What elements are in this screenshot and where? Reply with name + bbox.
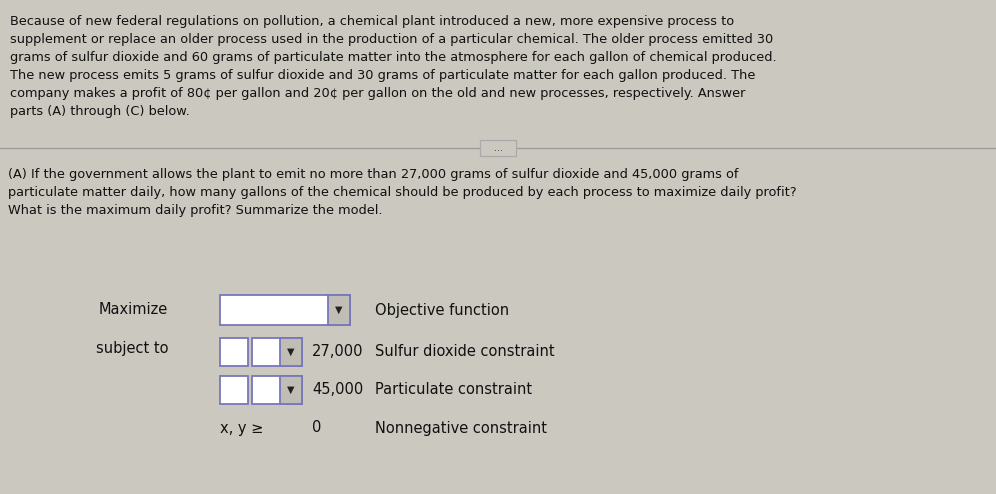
Text: 27,000: 27,000 <box>312 344 364 360</box>
Text: Particulate constraint: Particulate constraint <box>375 382 532 398</box>
Text: grams of sulfur dioxide and 60 grams of particulate matter into the atmosphere f: grams of sulfur dioxide and 60 grams of … <box>10 51 777 64</box>
Text: supplement or replace an older process used in the production of a particular ch: supplement or replace an older process u… <box>10 33 773 46</box>
Bar <box>252 376 302 404</box>
Text: 45,000: 45,000 <box>312 382 364 398</box>
Bar <box>280 376 302 404</box>
Bar <box>220 338 248 366</box>
Text: What is the maximum daily profit? Summarize the model.: What is the maximum daily profit? Summar… <box>8 204 382 217</box>
Text: particulate matter daily, how many gallons of the chemical should be produced by: particulate matter daily, how many gallo… <box>8 186 797 199</box>
Text: ...: ... <box>493 143 503 153</box>
Bar <box>252 338 302 366</box>
Bar <box>480 140 516 156</box>
Text: Sulfur dioxide constraint: Sulfur dioxide constraint <box>375 344 555 360</box>
Bar <box>328 295 350 325</box>
Text: x, y ≥: x, y ≥ <box>220 420 263 436</box>
Text: Because of new federal regulations on pollution, a chemical plant introduced a n: Because of new federal regulations on po… <box>10 15 734 28</box>
Text: 0: 0 <box>312 420 322 436</box>
Text: company makes a profit of 80¢ per gallon and 20¢ per gallon on the old and new p: company makes a profit of 80¢ per gallon… <box>10 87 745 100</box>
Text: Objective function: Objective function <box>375 302 509 318</box>
Text: ▼: ▼ <box>287 347 295 357</box>
Text: (A) If the government allows the plant to emit no more than 27,000 grams of sulf: (A) If the government allows the plant t… <box>8 168 738 181</box>
Text: ▼: ▼ <box>336 305 343 315</box>
Text: ▼: ▼ <box>287 385 295 395</box>
Bar <box>280 338 302 366</box>
Bar <box>220 376 248 404</box>
Text: The new process emits 5 grams of sulfur dioxide and 30 grams of particulate matt: The new process emits 5 grams of sulfur … <box>10 69 755 82</box>
Text: Nonnegative constraint: Nonnegative constraint <box>375 420 547 436</box>
Text: Maximize: Maximize <box>99 302 168 318</box>
Bar <box>220 295 350 325</box>
Text: subject to: subject to <box>96 340 168 356</box>
Text: parts (A) through (C) below.: parts (A) through (C) below. <box>10 105 190 118</box>
